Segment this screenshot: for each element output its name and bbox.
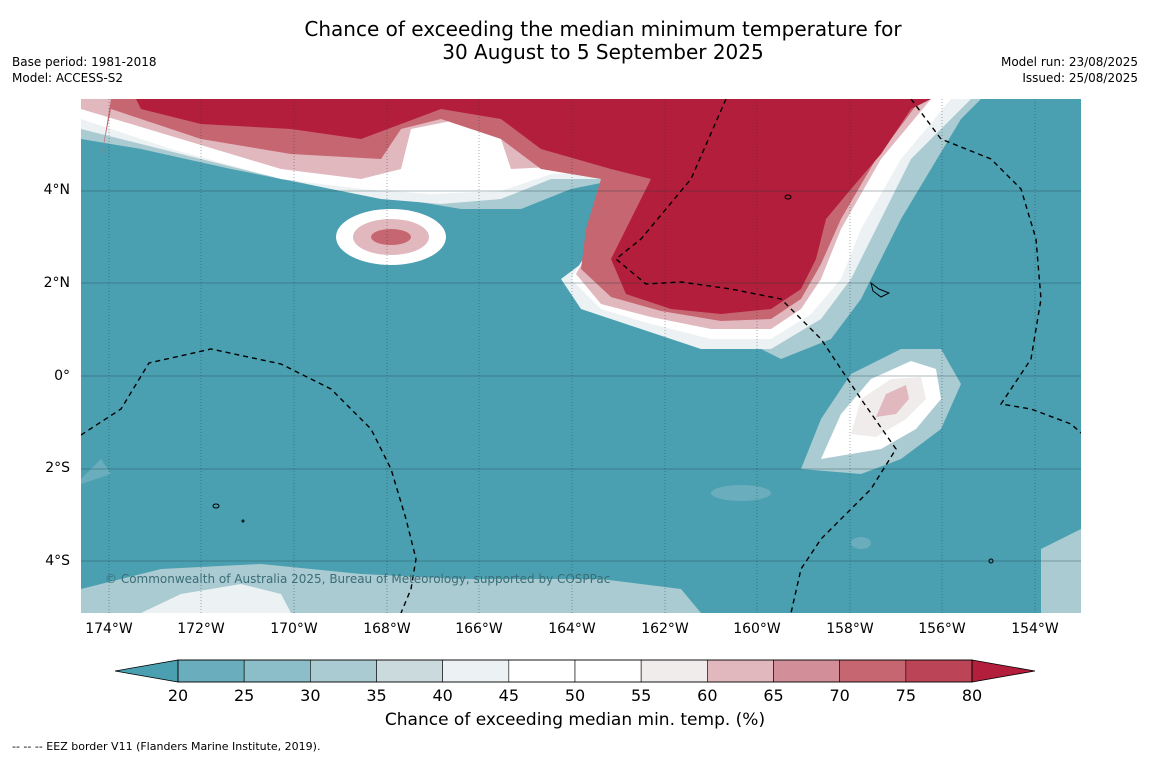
- map-title: Chance of exceeding the median minimum t…: [0, 18, 1150, 64]
- colorbar-high-arrow: [971, 659, 1035, 683]
- lon-label-168w: 168°W: [363, 621, 411, 637]
- colorbar-tick-label: 25: [233, 686, 255, 705]
- colorbar-segment: [707, 659, 774, 683]
- issued-date: Issued: 25/08/2025: [1022, 71, 1138, 85]
- patch-small-1: [711, 485, 771, 501]
- colorbar-tick-label: 80: [961, 686, 983, 705]
- colorbar-tick-label: 70: [829, 686, 850, 705]
- title-line-2: 30 August to 5 September 2025: [442, 40, 764, 64]
- lon-label-164w: 164°W: [548, 621, 596, 637]
- colorbar-segment: [376, 659, 443, 683]
- copyright-notice: © Commonwealth of Australia 2025, Bureau…: [105, 572, 611, 586]
- meta-left: Base period: 1981-2018 Model: ACCESS-S2: [12, 54, 157, 86]
- lat-label-2s: 2°S: [45, 460, 70, 476]
- lat-label-4n: 4°N: [43, 182, 70, 198]
- colorbar-tick-label: 60: [697, 686, 718, 705]
- colorbar-segment: [640, 659, 708, 683]
- patch-south-west-light: [141, 584, 291, 613]
- colorbar-tick-label: 40: [432, 686, 453, 705]
- model-name: Model: ACCESS-S2: [12, 71, 124, 85]
- colorbar-tick-label: 65: [763, 686, 784, 705]
- colorbar-tick-label: 45: [498, 686, 519, 705]
- islands: [212, 194, 994, 564]
- lon-label-166w: 166°W: [455, 621, 503, 637]
- lon-label-156w: 156°W: [918, 621, 966, 637]
- colorbar-segment: [310, 659, 377, 683]
- colorbar-segment: [243, 659, 311, 683]
- colorbar: [115, 659, 1035, 683]
- map-panel: [81, 99, 1081, 613]
- warm-patch-168w-core: [371, 229, 411, 245]
- lon-label-160w: 160°W: [733, 621, 781, 637]
- footer-eez-note: -- -- -- EEZ border V11 (Flanders Marine…: [12, 740, 321, 753]
- colorbar-tick-label: 35: [366, 686, 387, 705]
- colorbar-low-arrow: [115, 659, 179, 683]
- meta-right: Model run: 23/08/2025 Issued: 25/08/2025: [1001, 54, 1138, 86]
- colorbar-tick-label: 50: [564, 686, 586, 705]
- lon-label-174w: 174°W: [85, 621, 133, 637]
- eez-borders: [81, 99, 1081, 613]
- lon-label-158w: 158°W: [826, 621, 874, 637]
- lon-label-170w: 170°W: [270, 621, 318, 637]
- contour-warm-band-80: [136, 99, 931, 314]
- base-period: Base period: 1981-2018: [12, 55, 157, 69]
- colorbar-segment: [508, 659, 576, 683]
- colorbar-segment: [773, 659, 840, 683]
- lon-label-172w: 172°W: [177, 621, 225, 637]
- lon-label-162w: 162°W: [641, 621, 689, 637]
- warm-patch-157w-core: [876, 385, 909, 417]
- colorbar-tick-label: 55: [630, 686, 652, 705]
- colorbar-tick-label: 20: [167, 686, 189, 705]
- colorbar-segment: [442, 659, 510, 683]
- probability-map: [81, 99, 1081, 613]
- lon-label-154w: 154°W: [1011, 621, 1059, 637]
- colorbar-segment: [574, 659, 642, 683]
- colorbar-frame: [177, 659, 973, 683]
- colorbar-segment: [905, 659, 973, 683]
- colorbar-segment: [839, 659, 907, 683]
- colorbar-segments: [177, 659, 973, 683]
- model-run: Model run: 23/08/2025: [1000, 55, 1138, 69]
- colorbar-label: Chance of exceeding median min. temp. (%…: [384, 710, 766, 730]
- patch-west-edge: [81, 459, 111, 484]
- patch-south-east: [1041, 529, 1081, 613]
- colorbar-tick-label: 30: [300, 686, 321, 705]
- lat-gridlines: [81, 190, 1081, 562]
- lat-label-2n: 2°N: [43, 275, 70, 291]
- colorbar-tick-label: 75: [895, 686, 916, 705]
- colorbar-segment: [177, 659, 245, 683]
- title-line-1: Chance of exceeding the median minimum t…: [304, 17, 902, 41]
- lat-label-4s: 4°S: [45, 553, 70, 569]
- patch-small-2: [851, 537, 871, 549]
- lat-label-0: 0°: [54, 368, 70, 384]
